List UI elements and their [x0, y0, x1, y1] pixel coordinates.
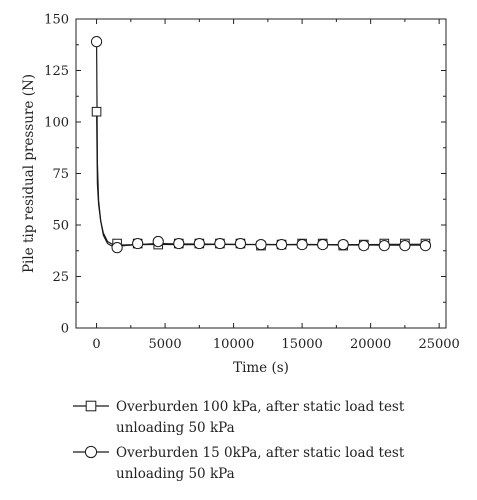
series-line-1	[96, 111, 426, 246]
y-tick-label: 100	[44, 116, 69, 131]
axes: 0 5000 10000 15000 20000 25000 0 25 50 75 100 125 15…	[44, 13, 460, 353]
series-2-point	[358, 240, 370, 252]
y-tick-label: 150	[44, 13, 69, 28]
series-2-point	[275, 238, 288, 251]
legend-label-2: Overburden 15 0kPa, after static load te…	[116, 445, 405, 461]
series-2-point	[255, 238, 267, 251]
series-2-point	[419, 240, 432, 252]
legend-label-1: Overburden 100 kPa, after static load te…	[116, 399, 405, 415]
x-tick-label: 20000	[350, 337, 391, 352]
series-2-point	[90, 36, 103, 48]
x-tick-label: 25000	[418, 337, 459, 352]
series-2-point	[111, 242, 123, 254]
legend-marker-2	[84, 445, 98, 459]
x-tick-label: 0	[92, 337, 100, 352]
series-2-point	[317, 238, 329, 251]
legend: Overburden 100 kPa, after static load te…	[73, 399, 405, 482]
series-2-point	[132, 237, 144, 250]
y-tick-label: 0	[61, 322, 69, 337]
legend-marker-1	[85, 400, 97, 412]
x-axis-label: Time (s)	[233, 360, 289, 376]
series-2-point	[214, 237, 226, 250]
series-2-point	[399, 240, 411, 252]
x-tick-label: 10000	[213, 337, 254, 352]
legend-label-1: unloading 50 kPa	[116, 420, 235, 436]
y-tick-label: 75	[52, 167, 69, 182]
series-2-point	[337, 238, 349, 251]
series-2-point	[234, 237, 247, 250]
y-tick-label: 25	[52, 270, 69, 285]
series-2-point	[193, 237, 205, 250]
x-tick-label: 5000	[149, 337, 182, 352]
y-axis-label: Pile tip residual pressure (N)	[21, 74, 37, 273]
plot-area	[90, 36, 432, 254]
series-2-point	[173, 237, 185, 250]
series-1-point	[91, 106, 102, 117]
plot-frame	[75, 18, 447, 329]
series-2-point	[378, 240, 390, 252]
series-2-point	[152, 235, 164, 248]
x-tick-label: 15000	[281, 337, 322, 352]
y-tick-label: 50	[52, 219, 69, 234]
y-tick-label: 125	[44, 64, 69, 79]
legend-label-2: unloading 50 kPa	[116, 466, 235, 482]
series-line-2	[96, 41, 426, 248]
series-2-point	[296, 238, 308, 251]
